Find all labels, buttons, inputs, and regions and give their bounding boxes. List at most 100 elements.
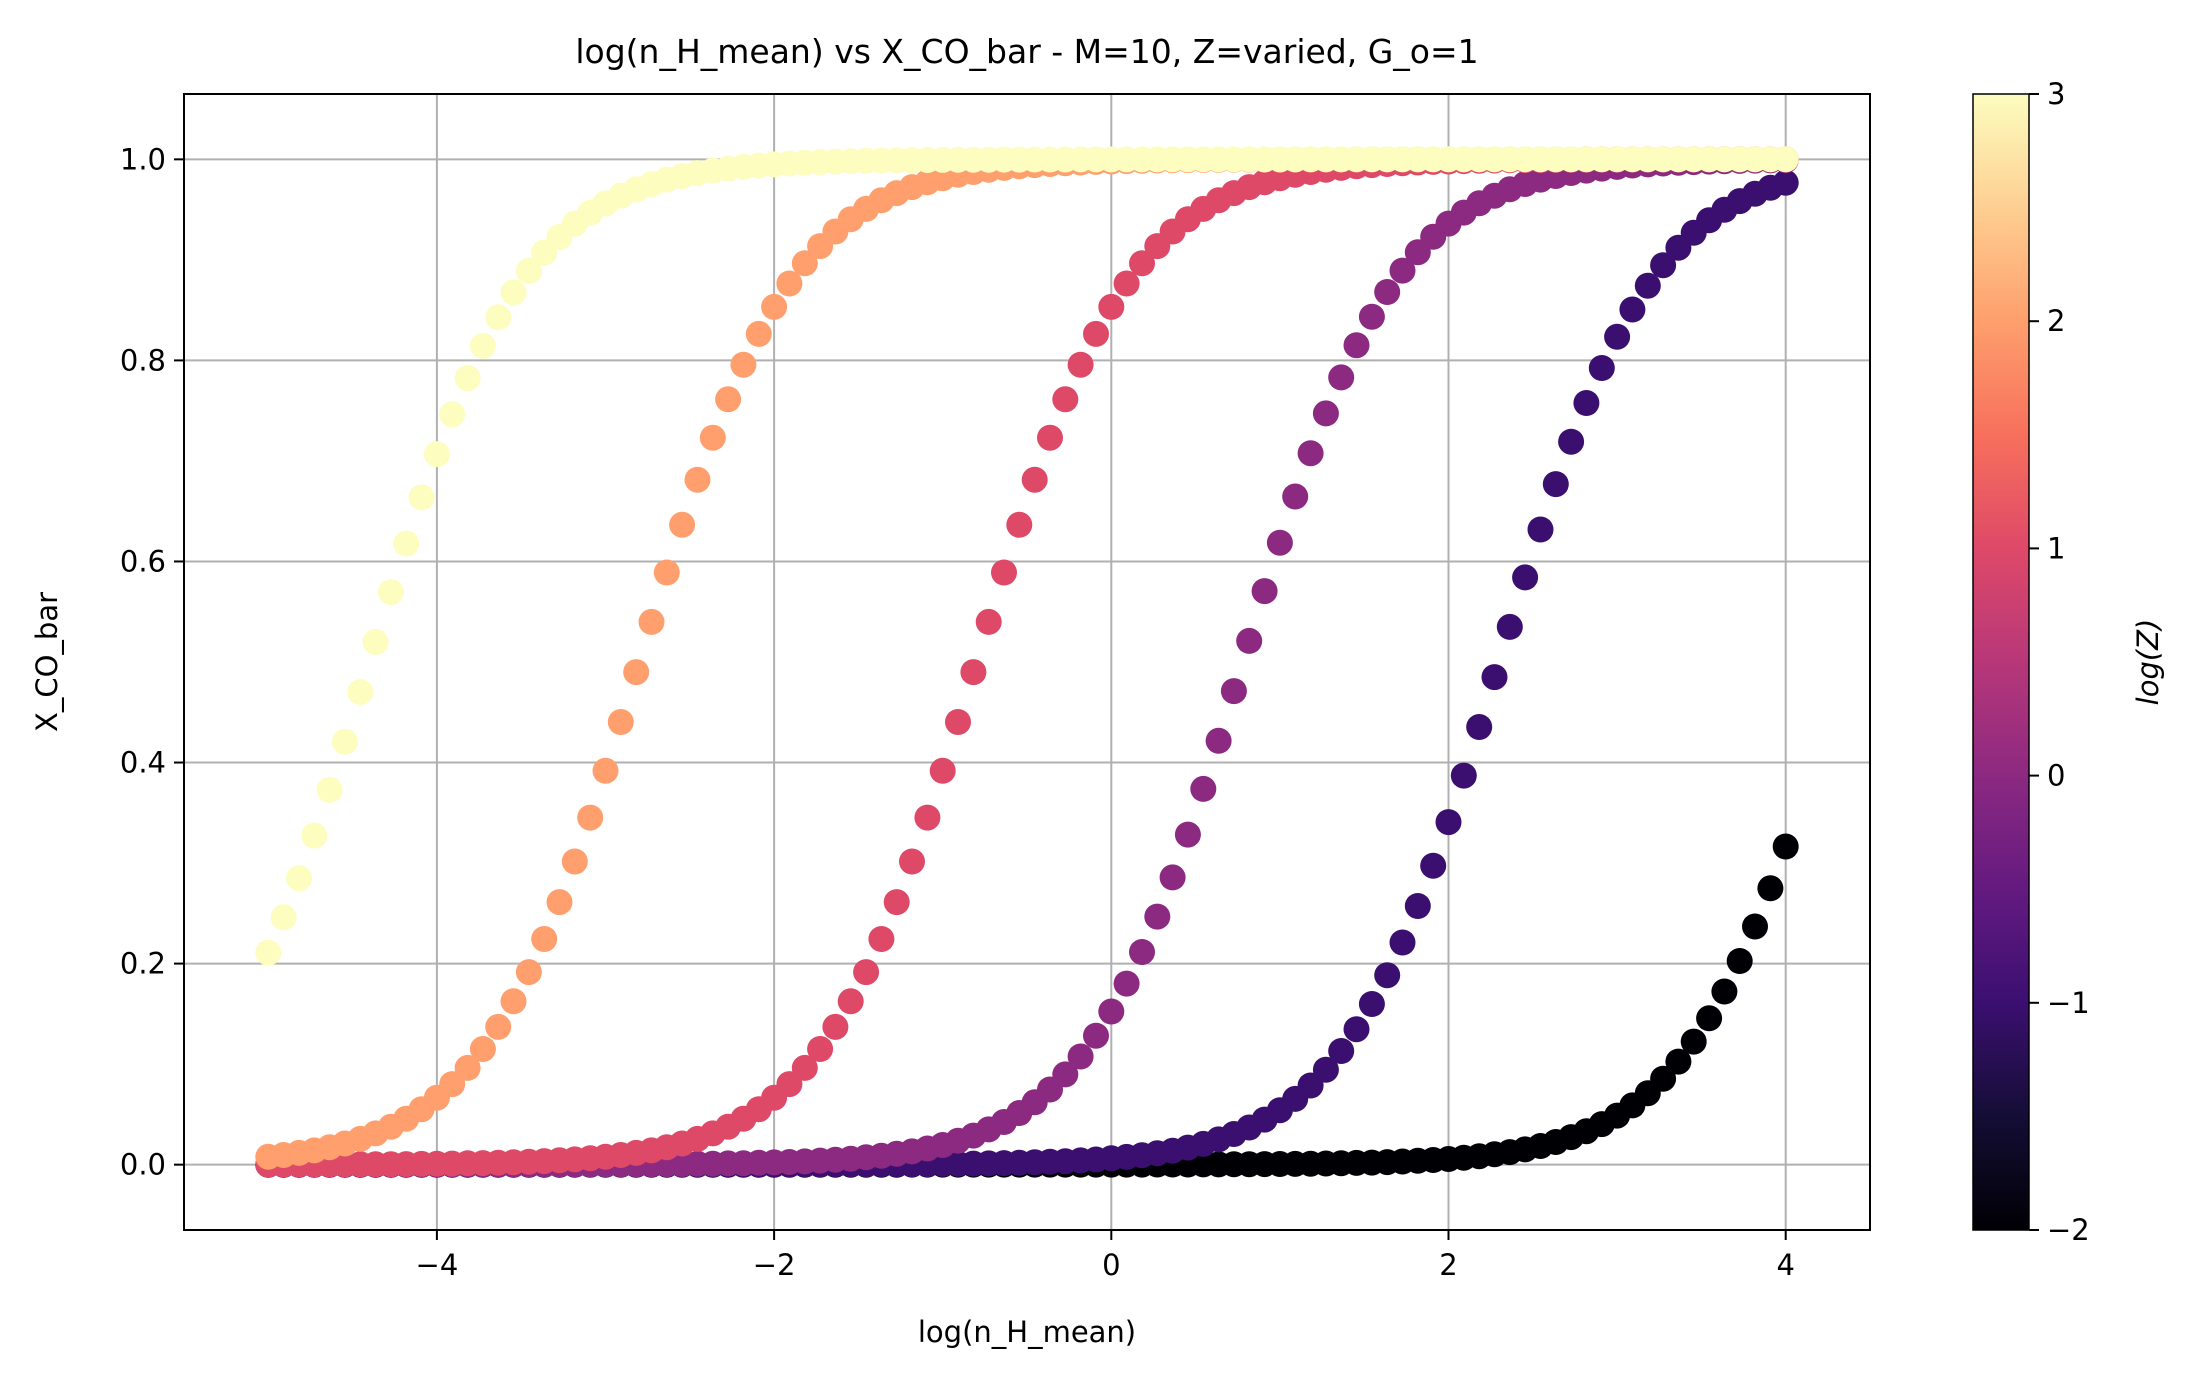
scatter-point: [914, 804, 941, 831]
colorbar-ticks: −2 −1 0 1 2 3: [2029, 77, 2090, 1247]
scatter-point: [822, 1013, 849, 1040]
y-tick-label: 0.0: [120, 1148, 166, 1182]
scatter-point: [454, 365, 481, 392]
scatter-point: [1772, 169, 1799, 196]
scatter-point: [807, 1036, 834, 1062]
colorbar-tick-label: 2: [2047, 304, 2065, 338]
scatter-point: [1358, 303, 1385, 330]
scatter-point: [500, 988, 527, 1015]
scatter-point: [1282, 483, 1309, 510]
plot-frame: [183, 93, 1871, 1231]
scatter-point: [1604, 323, 1631, 350]
y-tick-label: 1.0: [120, 142, 166, 176]
scatter-point: [1420, 852, 1447, 879]
scatter-point: [1343, 332, 1370, 359]
x-tick-label: 0: [1102, 1248, 1120, 1282]
scatter-point: [1542, 471, 1569, 498]
scatter-point: [761, 293, 788, 320]
scatter-point: [684, 466, 711, 493]
scatter-point: [1374, 962, 1401, 989]
x-axis-ticks: −4 −2 0 2 4: [416, 1230, 1795, 1282]
scatter-point: [929, 757, 956, 784]
scatter-point: [1343, 1016, 1370, 1043]
scatter-point: [331, 728, 358, 755]
scatter-point: [1358, 991, 1385, 1017]
scatter-point: [1067, 351, 1094, 378]
colorbar-label: log(Z): [2131, 619, 2165, 706]
scatter-point: [1251, 578, 1278, 605]
y-axis-ticks: 0.0 0.2 0.4 0.6 0.8 1.0: [120, 142, 184, 1182]
scatter-point: [393, 530, 420, 557]
scatter-point: [1634, 272, 1661, 299]
y-tick-label: 0.2: [120, 947, 166, 981]
scatter-point: [776, 1071, 803, 1098]
scatter-point: [883, 889, 910, 916]
scatter-point: [1481, 664, 1508, 691]
scatter-point: [1435, 809, 1462, 836]
y-tick-label: 0.4: [120, 746, 166, 780]
scatter-point: [1021, 466, 1048, 493]
scatter-point: [669, 511, 696, 538]
colorbar-tick-label: 1: [2047, 531, 2065, 565]
scatter-point: [1083, 320, 1109, 347]
scatter-point: [1588, 355, 1615, 381]
scatter-point: [1772, 833, 1799, 860]
scatter-point: [776, 270, 803, 297]
scatter-point: [316, 776, 343, 803]
scatter-point: [1680, 1028, 1707, 1055]
scatter-point: [1098, 293, 1125, 320]
scatter-point: [1527, 516, 1554, 543]
x-tick-label: −4: [416, 1248, 459, 1282]
scatter-point: [500, 279, 527, 306]
x-tick-label: 4: [1776, 1248, 1794, 1282]
y-axis-label: X_CO_bar: [30, 592, 64, 732]
scatter-point: [1037, 424, 1063, 451]
scatter-point: [1312, 400, 1339, 427]
scatter-point: [899, 848, 925, 875]
scatter-point: [546, 889, 573, 916]
colorbar-tick-label: 3: [2047, 77, 2065, 111]
colorbar-tick-label: −2: [2047, 1213, 2090, 1247]
scatter-point: [960, 659, 987, 686]
scatter-point: [1113, 270, 1140, 297]
scatter-point: [515, 258, 542, 284]
scatter-point: [837, 988, 864, 1015]
scatter-point: [945, 709, 971, 735]
scatter-point: [1006, 511, 1033, 538]
scatter-point: [1328, 364, 1355, 391]
scatter-point: [531, 926, 558, 952]
scatter-point: [485, 1013, 512, 1040]
chart-title: log(n_H_mean) vs X_CO_bar - M=10, Z=vari…: [575, 32, 1478, 71]
scatter-point: [1052, 386, 1079, 413]
scatter-point: [699, 424, 726, 451]
scatter-point: [1772, 146, 1799, 173]
scatter-point: [745, 320, 772, 347]
scatter-point: [1650, 252, 1677, 279]
scatter-point: [454, 1054, 481, 1081]
colorbar-tick-label: 0: [2047, 759, 2065, 793]
scatter-point: [347, 679, 374, 706]
scatter-point: [469, 1036, 496, 1062]
scatter-point: [1052, 1061, 1079, 1088]
scatter-point: [1312, 1056, 1339, 1083]
scatter-point: [991, 559, 1017, 586]
scatter-point: [975, 608, 1002, 635]
scatter-point: [1083, 1022, 1109, 1049]
scatter-point: [286, 865, 312, 892]
scatter-points: [255, 146, 1799, 1178]
scatter-point: [301, 822, 328, 849]
scatter-point: [1450, 762, 1477, 789]
scatter-point: [1711, 978, 1738, 1005]
scatter-point: [1297, 440, 1324, 467]
scatter-point: [730, 351, 757, 378]
scatter-point: [1404, 893, 1431, 919]
scatter-point: [1159, 864, 1186, 891]
scatter-point: [853, 959, 880, 986]
x-tick-label: −2: [753, 1248, 796, 1282]
scatter-point: [270, 904, 297, 931]
scatter-point: [1067, 1043, 1094, 1070]
scatter-point: [423, 441, 450, 468]
scatter-point: [255, 939, 282, 966]
